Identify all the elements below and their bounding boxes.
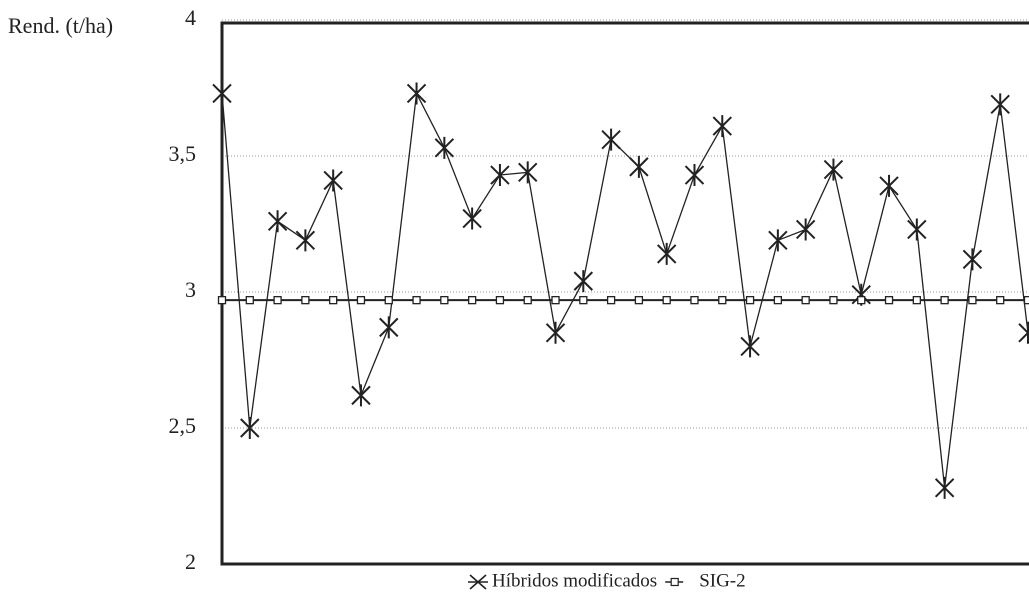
plot-frame xyxy=(220,21,1029,566)
marker-square xyxy=(273,296,282,305)
marker-square xyxy=(745,296,755,305)
marker-x xyxy=(601,128,621,151)
marker-square xyxy=(773,296,783,305)
marker-square xyxy=(1023,296,1029,305)
marker-square xyxy=(690,296,699,305)
marker-square xyxy=(440,296,449,305)
legend-marker xyxy=(468,574,488,590)
marker-x xyxy=(990,93,1010,116)
y-axis-label: Rend. (t/ha) xyxy=(8,13,113,38)
marker-x xyxy=(712,115,732,138)
marker-x xyxy=(573,270,594,293)
legend-label: Híbridos modificados xyxy=(492,570,657,591)
marker-square xyxy=(551,296,560,305)
marker-square xyxy=(634,296,644,305)
marker-x xyxy=(462,207,482,230)
marker-x xyxy=(212,82,232,105)
marker-square xyxy=(301,296,310,305)
y-tick-label: 2 xyxy=(185,549,196,574)
marker-x xyxy=(684,164,705,187)
marker-x xyxy=(295,229,316,252)
marker-x xyxy=(740,335,760,358)
marker-square xyxy=(718,296,727,305)
marker-square xyxy=(245,296,254,305)
y-tick-label: 3 xyxy=(185,277,196,302)
marker-x xyxy=(629,155,649,178)
marker-x xyxy=(351,384,371,407)
marker-x xyxy=(240,417,260,439)
marker-square xyxy=(801,296,810,305)
marker-x xyxy=(518,161,538,184)
legend-label: SIG-2 xyxy=(699,570,745,591)
marker-x xyxy=(962,248,983,271)
legend-marker xyxy=(670,577,679,587)
marker-square xyxy=(884,296,894,305)
marker-square xyxy=(662,296,671,305)
marker-x xyxy=(434,136,455,159)
marker-x xyxy=(490,164,510,187)
y-tick-label: 3,5 xyxy=(169,141,197,166)
marker-x xyxy=(879,174,899,197)
y-tick-label: 2,5 xyxy=(169,413,197,438)
marker-square xyxy=(996,296,1005,305)
marker-square xyxy=(356,296,366,305)
marker-x xyxy=(795,218,816,241)
marker-square xyxy=(467,296,477,305)
marker-x xyxy=(656,242,677,265)
marker-square xyxy=(384,296,393,305)
marker-x xyxy=(406,82,427,105)
marker-square xyxy=(412,296,421,305)
y-tick-label: 4 xyxy=(185,5,196,30)
marker-x xyxy=(379,316,399,339)
marker-square xyxy=(940,296,949,305)
marker-x xyxy=(1018,321,1029,344)
marker-square xyxy=(329,296,338,305)
marker-x xyxy=(323,169,343,192)
marker-square xyxy=(968,296,977,305)
marker-square xyxy=(829,296,838,305)
marker-square xyxy=(579,296,588,305)
marker-x xyxy=(907,218,927,241)
marker-x xyxy=(823,158,844,181)
marker-square xyxy=(523,296,532,305)
marker-x xyxy=(768,229,788,252)
series-line xyxy=(221,91,1029,488)
marker-x xyxy=(267,210,288,233)
marker-square xyxy=(495,296,505,305)
marker-square xyxy=(606,296,616,305)
marker-x xyxy=(934,476,955,499)
marker-square xyxy=(217,296,227,305)
marker-square xyxy=(912,296,921,305)
marker-x xyxy=(545,321,566,344)
marker-square xyxy=(857,296,866,305)
